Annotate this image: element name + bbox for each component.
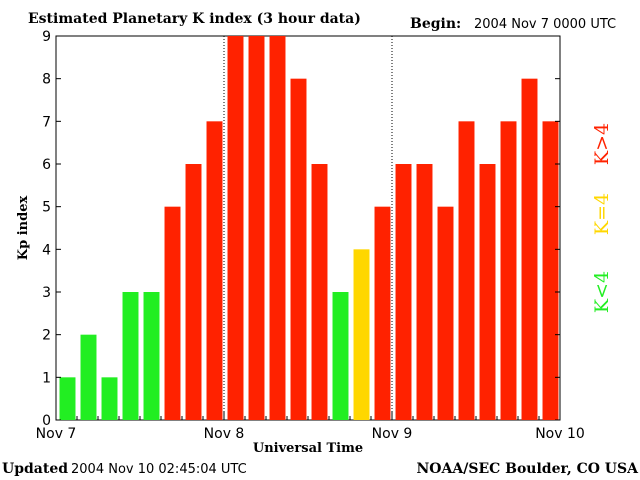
updated-label: Updated bbox=[2, 461, 68, 477]
day-gridlines bbox=[223, 36, 393, 420]
y-tick-label: 0 bbox=[42, 413, 51, 429]
kp-bar bbox=[206, 121, 223, 420]
kp-bar bbox=[437, 206, 454, 420]
y-tick-label: 1 bbox=[42, 370, 51, 386]
begin-label: Begin: bbox=[410, 16, 461, 32]
kp-bar bbox=[101, 377, 118, 420]
kp-bar bbox=[332, 292, 349, 420]
x-axis-label: Universal Time bbox=[253, 441, 363, 456]
kp-bar bbox=[248, 36, 265, 420]
y-tick-label: 2 bbox=[42, 328, 51, 344]
kp-bar bbox=[416, 164, 433, 420]
y-tick-label: 4 bbox=[42, 242, 51, 258]
kp-bar bbox=[290, 78, 307, 421]
source-credit: NOAA/SEC Boulder, CO USA bbox=[417, 461, 640, 477]
x-tick-label: Nov 9 bbox=[372, 426, 413, 442]
begin-value: 2004 Nov 7 0000 UTC bbox=[474, 17, 616, 32]
kp-bar bbox=[122, 292, 139, 420]
kp-bar bbox=[479, 164, 496, 420]
y-tick-label: 5 bbox=[42, 200, 51, 216]
kp-bar bbox=[269, 36, 286, 420]
kp-bar bbox=[353, 249, 370, 420]
kp-bar bbox=[395, 164, 412, 420]
x-axis-ticks: Nov 7 Nov 8 Nov 9 Nov 10 bbox=[36, 412, 585, 442]
updated-value: 2004 Nov 10 02:45:04 UTC bbox=[71, 462, 247, 477]
kp-bar bbox=[59, 377, 76, 420]
kp-bar bbox=[80, 334, 97, 420]
y-tick-label: 9 bbox=[42, 29, 51, 45]
y-tick-label: 6 bbox=[42, 157, 51, 173]
kp-bar bbox=[374, 206, 391, 420]
x-tick-label: Nov 7 bbox=[36, 426, 77, 442]
kp-bar bbox=[227, 36, 244, 420]
kp-bar bbox=[185, 164, 202, 420]
legend-k-equals-4: K=4 bbox=[591, 193, 613, 235]
kp-bar bbox=[521, 78, 538, 421]
kp-bar bbox=[311, 164, 328, 420]
kp-bar bbox=[542, 121, 559, 420]
y-tick-label: 8 bbox=[42, 72, 51, 88]
kp-bar bbox=[143, 292, 160, 420]
y-axis-label: Kp index bbox=[16, 196, 31, 261]
chart-title: Estimated Planetary K index (3 hour data… bbox=[28, 11, 361, 27]
kp-bars bbox=[59, 36, 559, 421]
x-tick-label: Nov 10 bbox=[535, 426, 585, 442]
y-tick-label: 3 bbox=[42, 285, 51, 301]
legend-k-below-4: K<4 bbox=[591, 271, 613, 313]
y-tick-label: 7 bbox=[42, 114, 51, 130]
kp-bar bbox=[164, 206, 181, 420]
kp-bar bbox=[500, 121, 517, 420]
kp-bar bbox=[458, 121, 475, 420]
x-tick-label: Nov 8 bbox=[204, 426, 245, 442]
y-axis-ticks: 0 1 2 3 4 5 6 7 8 9 bbox=[42, 29, 560, 429]
legend-k-above-4: K>4 bbox=[591, 123, 613, 165]
